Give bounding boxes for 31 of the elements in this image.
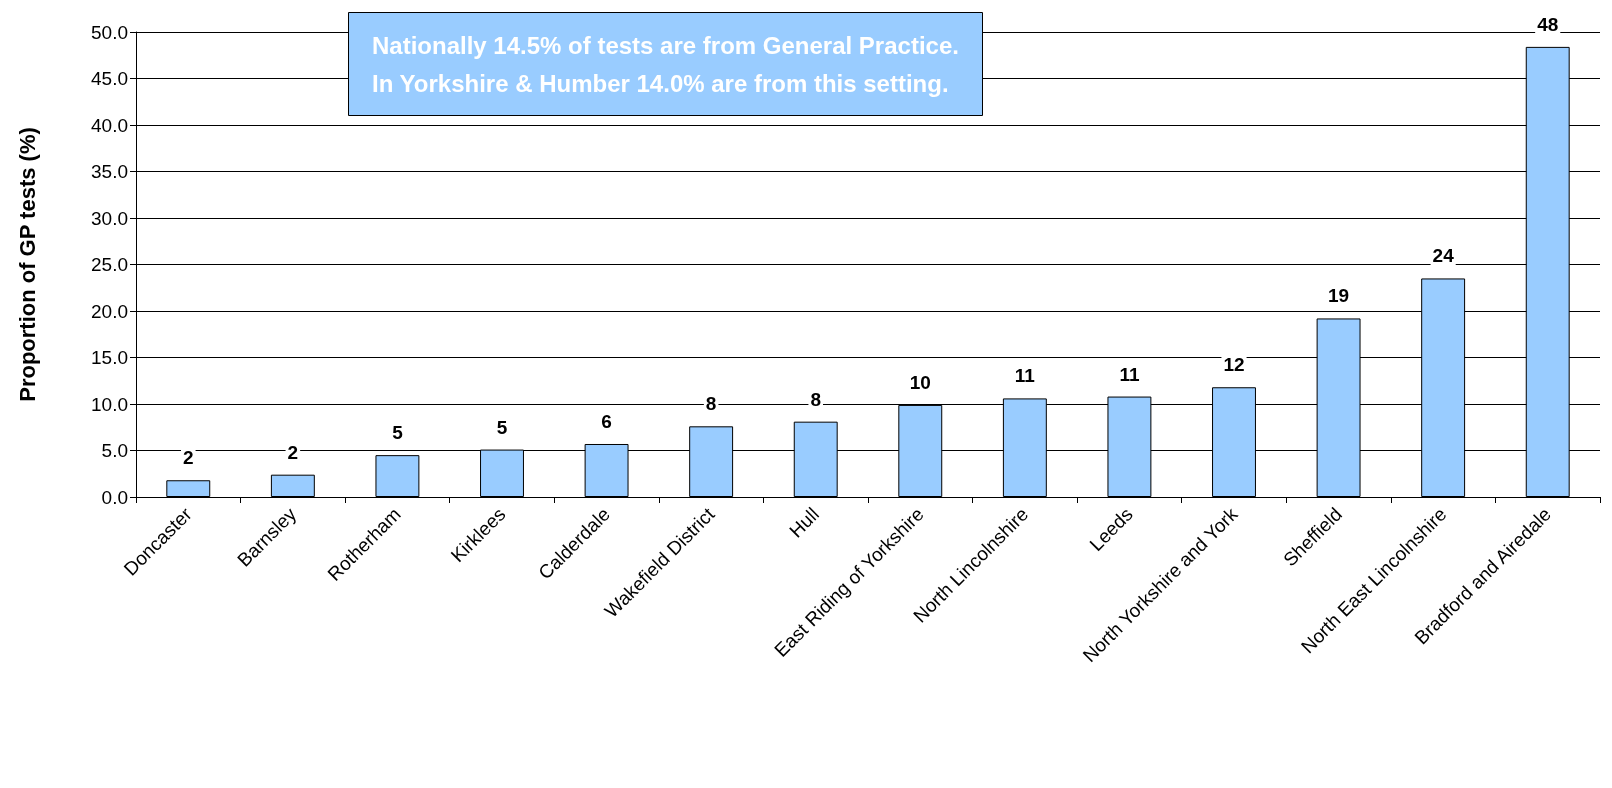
y-tick-label: 50.0 — [91, 21, 128, 43]
data-label: 12 — [1223, 354, 1245, 376]
y-tick-label: 35.0 — [91, 161, 128, 182]
data-label: 6 — [601, 410, 612, 432]
bar — [166, 480, 211, 497]
data-label: 10 — [909, 371, 931, 393]
data-label: 8 — [810, 388, 821, 410]
bar — [270, 474, 315, 497]
data-label: 5 — [392, 422, 404, 444]
y-tick-label: 15.0 — [91, 347, 128, 368]
y-tick-label: 30.0 — [91, 207, 128, 229]
data-label: 2 — [183, 447, 194, 469]
data-label: 24 — [1432, 245, 1455, 267]
y-tick-label: 25.0 — [91, 254, 128, 275]
data-label: 2 — [287, 441, 299, 463]
data-label: 48 — [1537, 13, 1559, 35]
data-label: 8 — [705, 393, 717, 415]
y-tick-label: 45.0 — [91, 68, 128, 89]
y-axis-title: Proportion of GP tests (%) — [14, 127, 40, 402]
data-label: 11 — [1119, 363, 1140, 385]
y-tick-label: 5.0 — [101, 440, 128, 461]
y-tick-label: 40.0 — [91, 114, 128, 136]
bar — [375, 455, 420, 497]
annotation: Nationally 14.5% of tests are from General Practice. In Yorkshire & Humber 14.0% are from this setting. — [372, 31, 959, 97]
y-tick-label: 20.0 — [91, 300, 128, 322]
data-label: 5 — [496, 416, 508, 438]
y-tick-label: 0.0 — [101, 486, 128, 508]
y-tick-label: 10.0 — [91, 393, 128, 415]
data-label: 11 — [1014, 365, 1036, 387]
x-tick-label: Hull — [785, 503, 824, 542]
data-label: 19 — [1328, 285, 1350, 307]
